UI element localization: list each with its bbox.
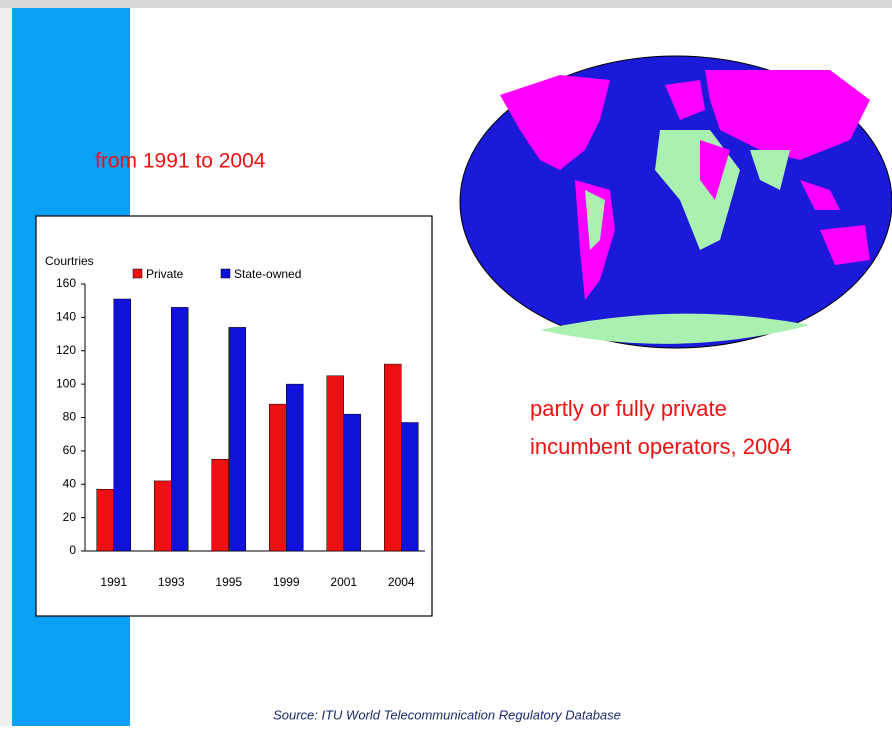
- chart: 0 20 40 60 80 100 120 140 160 1991 1993 1995 1999 200…: [56, 267, 425, 589]
- source: Source: ITU World Telecommunication Regu…: [273, 707, 621, 722]
- x-tick-label: 2004: [388, 575, 415, 589]
- y-tick-label: 120: [56, 343, 76, 357]
- bar: [96, 489, 114, 552]
- x-tick-label: 1991: [100, 575, 127, 589]
- y-tick-label: 40: [63, 476, 77, 490]
- x-tick-label: 1993: [158, 575, 185, 589]
- y-axis-label: Courtries: [45, 254, 94, 268]
- y-tick-label: 140: [56, 310, 76, 324]
- legend-label: Private: [146, 267, 184, 281]
- y-tick-label: 80: [63, 410, 77, 424]
- bar: [171, 307, 189, 552]
- bar: [401, 422, 419, 552]
- legend-swatch: [132, 268, 143, 279]
- x-tick-label: 1999: [273, 575, 300, 589]
- bar: [343, 413, 361, 552]
- bar: [113, 298, 131, 552]
- legend-label: State-owned: [234, 267, 301, 281]
- y-tick-label: 0: [69, 543, 76, 557]
- map-caption: incumbent operators, 2004: [530, 434, 792, 459]
- y-tick-label: 160: [56, 276, 76, 290]
- world-map: [459, 55, 892, 349]
- top-border: [0, 0, 892, 8]
- x-tick-label: 1995: [215, 575, 242, 589]
- heading: from 1991 to 2004: [95, 150, 266, 173]
- bar: [286, 383, 304, 552]
- bar: [269, 403, 287, 552]
- bar: [228, 327, 246, 552]
- map-caption: partly or fully private: [530, 396, 727, 421]
- y-tick-label: 100: [56, 376, 76, 390]
- bar: [384, 363, 402, 552]
- x-tick-label: 2001: [330, 575, 357, 589]
- left-margin: [0, 8, 12, 726]
- bar: [211, 458, 229, 552]
- bar: [326, 375, 344, 552]
- bar: [154, 480, 172, 552]
- y-tick-label: 60: [63, 443, 77, 457]
- legend-swatch: [220, 268, 231, 279]
- y-tick-label: 20: [63, 510, 77, 524]
